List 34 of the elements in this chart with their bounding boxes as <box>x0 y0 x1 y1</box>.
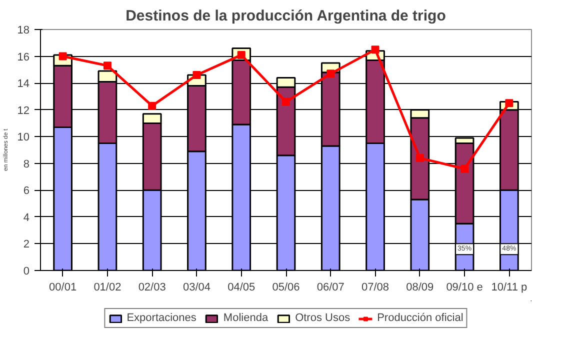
y-tick-label: 4 <box>23 212 30 224</box>
x-tick-label: 05/06 <box>272 282 300 294</box>
y-tick-label: 18 <box>17 24 30 36</box>
x-tick-label: 07/08 <box>362 282 390 294</box>
x-tick-label: 01/02 <box>94 282 122 294</box>
legend-label: Molienda <box>223 312 268 324</box>
legend-label: Otros Usos <box>295 312 350 324</box>
point <box>416 154 424 162</box>
point <box>371 46 380 54</box>
y-tick-label: 2 <box>23 238 30 251</box>
y-tick-label: 0 <box>23 266 30 278</box>
x-tick-label: 09/10 e <box>446 282 483 294</box>
x-tick-label: 03/04 <box>182 282 210 294</box>
point <box>192 71 201 80</box>
point <box>460 164 469 173</box>
point <box>103 62 112 70</box>
legend-label: Producción oficial <box>377 312 464 324</box>
y-tick-label: 16 <box>17 51 30 64</box>
point <box>148 102 156 110</box>
x-tick-label: 04/05 <box>228 282 256 294</box>
y-tick-label: 10 <box>17 132 30 144</box>
y-tick-label: 14 <box>17 78 30 90</box>
y-tick-label: 6 <box>23 185 30 198</box>
y-tick-label: 12 <box>17 104 30 117</box>
x-tick-label: 02/03 <box>138 282 166 294</box>
chart-title: Destinos de la producción Argentina de trigo <box>126 8 446 24</box>
point <box>326 70 335 78</box>
legend-label: Exportaciones <box>126 312 196 324</box>
x-tick-label: 00/01 <box>49 282 77 294</box>
y-tick-label: 8 <box>23 158 30 170</box>
x-tick-label: 10/11 p <box>491 282 528 294</box>
x-tick-label: 08/09 <box>406 282 434 294</box>
x-tick-label: 06/07 <box>316 282 344 294</box>
point <box>282 98 290 106</box>
